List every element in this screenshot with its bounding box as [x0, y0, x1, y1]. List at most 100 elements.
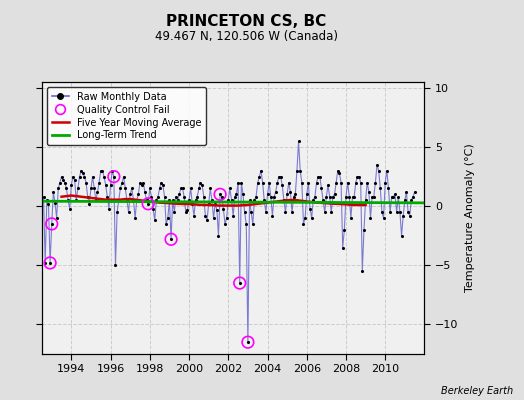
- Point: [67, 182, 75, 188]
- Point: [131, 215, 139, 221]
- Point: [268, 212, 277, 219]
- Point: [167, 236, 175, 242]
- Point: [315, 174, 324, 180]
- Point: [46, 260, 54, 266]
- Point: [116, 185, 125, 192]
- Point: [273, 179, 281, 186]
- Point: [325, 194, 334, 200]
- Point: [177, 185, 185, 192]
- Point: [39, 194, 48, 200]
- Point: [347, 215, 355, 221]
- Point: [83, 194, 92, 200]
- Point: [57, 174, 66, 180]
- Point: [235, 280, 244, 286]
- Point: [219, 205, 227, 212]
- Point: [381, 179, 389, 186]
- Text: 49.467 N, 120.506 W (Canada): 49.467 N, 120.506 W (Canada): [155, 30, 338, 43]
- Point: [144, 201, 152, 207]
- Point: [276, 174, 285, 180]
- Point: [334, 168, 342, 174]
- Point: [217, 194, 226, 200]
- Point: [98, 168, 106, 174]
- Point: [163, 215, 172, 221]
- Point: [80, 174, 89, 180]
- Point: [257, 168, 265, 174]
- Point: [286, 189, 294, 195]
- Point: [139, 179, 147, 186]
- Point: [281, 209, 290, 215]
- Point: [241, 209, 249, 215]
- Point: [391, 191, 399, 198]
- Point: [231, 194, 239, 200]
- Point: [306, 205, 314, 212]
- Point: [64, 197, 72, 204]
- Point: [289, 194, 298, 200]
- Point: [298, 179, 306, 186]
- Point: [144, 201, 152, 207]
- Point: [366, 215, 375, 221]
- Point: [211, 201, 220, 207]
- Point: [389, 194, 398, 200]
- Point: [103, 194, 112, 200]
- Point: [327, 209, 335, 215]
- Point: [406, 212, 414, 219]
- Point: [278, 182, 287, 188]
- Point: [317, 185, 325, 192]
- Point: [229, 212, 237, 219]
- Point: [70, 177, 79, 183]
- Point: [311, 194, 319, 200]
- Point: [173, 197, 182, 204]
- Point: [59, 177, 68, 183]
- Point: [401, 197, 409, 204]
- Point: [154, 194, 162, 200]
- Point: [165, 197, 173, 204]
- Point: [265, 179, 274, 186]
- Y-axis label: Temperature Anomaly (°C): Temperature Anomaly (°C): [465, 144, 475, 292]
- Point: [247, 209, 255, 215]
- Point: [62, 185, 71, 192]
- Point: [302, 191, 311, 198]
- Point: [175, 191, 183, 198]
- Point: [294, 138, 303, 144]
- Point: [162, 221, 170, 227]
- Point: [46, 260, 54, 266]
- Point: [118, 179, 126, 186]
- Point: [378, 209, 386, 215]
- Point: [254, 179, 262, 186]
- Point: [113, 209, 121, 215]
- Point: [106, 182, 115, 188]
- Point: [321, 209, 329, 215]
- Point: [252, 194, 260, 200]
- Point: [335, 170, 344, 176]
- Point: [394, 194, 402, 200]
- Point: [396, 209, 404, 215]
- Point: [319, 197, 328, 204]
- Point: [146, 185, 154, 192]
- Point: [365, 189, 373, 195]
- Point: [152, 197, 160, 204]
- Point: [399, 212, 407, 219]
- Point: [182, 209, 190, 215]
- Point: [54, 185, 62, 192]
- Point: [141, 189, 149, 195]
- Point: [353, 174, 362, 180]
- Point: [250, 197, 259, 204]
- Point: [204, 201, 213, 207]
- Point: [299, 221, 308, 227]
- Point: [355, 174, 363, 180]
- Point: [223, 215, 231, 221]
- Point: [329, 194, 337, 200]
- Point: [371, 179, 379, 186]
- Text: PRINCETON CS, BC: PRINCETON CS, BC: [166, 14, 326, 29]
- Point: [309, 197, 318, 204]
- Point: [201, 212, 210, 219]
- Point: [119, 174, 128, 180]
- Point: [386, 209, 394, 215]
- Point: [82, 179, 90, 186]
- Point: [362, 197, 370, 204]
- Point: [198, 182, 206, 188]
- Point: [410, 189, 419, 195]
- Point: [264, 191, 272, 198]
- Point: [121, 185, 129, 192]
- Point: [235, 280, 244, 286]
